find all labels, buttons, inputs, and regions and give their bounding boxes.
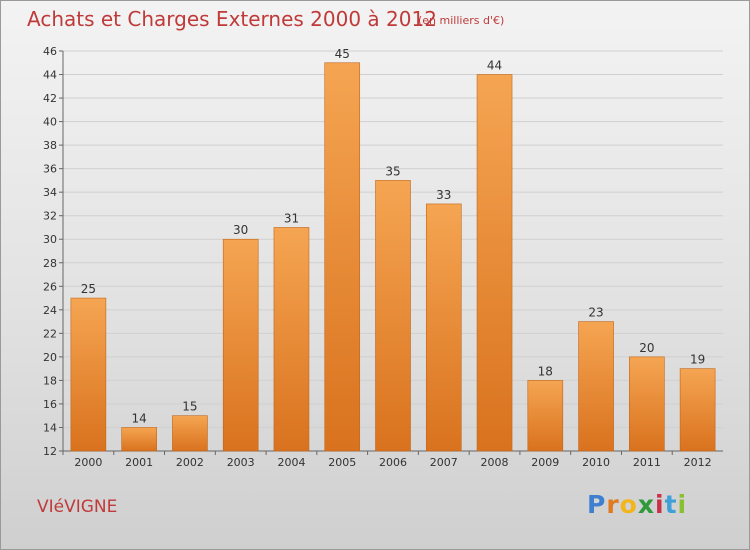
- x-tick-label-2012: 2012: [684, 456, 712, 469]
- chart-title: Achats et Charges Externes 2000 à 2012: [27, 7, 437, 31]
- y-tick-label: 38: [43, 139, 57, 152]
- brand-letter: i: [655, 490, 665, 519]
- data-label-2000: 25: [81, 282, 96, 296]
- y-tick-label: 20: [43, 351, 57, 364]
- y-tick-label: 14: [43, 421, 57, 434]
- bar-2009: [527, 380, 564, 452]
- y-tick-label: 26: [43, 280, 57, 293]
- data-label-2006: 35: [385, 164, 400, 178]
- x-tick-label-2000: 2000: [74, 456, 102, 469]
- bar-2012: [679, 368, 716, 452]
- bar-2011: [629, 356, 665, 452]
- bar-2001: [121, 427, 157, 452]
- x-tick-label-2001: 2001: [125, 456, 153, 469]
- y-tick-label: 32: [43, 210, 57, 223]
- bar-2002: [172, 415, 208, 452]
- data-labels: 25 14 15 30 31 45 35 33 44 18 23 20 19: [81, 47, 706, 426]
- x-tick-label-2008: 2008: [481, 456, 509, 469]
- data-label-2010: 23: [588, 306, 603, 320]
- data-label-2012: 19: [690, 353, 705, 367]
- commune-name: VIéVIGNE: [37, 497, 118, 517]
- x-tick-label-2004: 2004: [277, 456, 305, 469]
- x-tick-label-2005: 2005: [328, 456, 356, 469]
- bar-2010: [578, 321, 614, 452]
- y-tick-label: 40: [43, 116, 57, 129]
- y-tick-label: 30: [43, 233, 57, 246]
- bars: [70, 62, 716, 452]
- x-tick-label-2002: 2002: [176, 456, 204, 469]
- x-tick-label-2003: 2003: [227, 456, 255, 469]
- bar-2003: [222, 238, 259, 452]
- data-label-2008: 44: [487, 59, 502, 73]
- data-label-2002: 15: [182, 400, 197, 414]
- y-tick-label: 12: [43, 445, 57, 458]
- data-label-2007: 33: [436, 188, 451, 202]
- data-label-2011: 20: [639, 341, 654, 355]
- bar-2000: [70, 297, 107, 452]
- brand-letter: t: [664, 490, 678, 519]
- x-tick-label-2009: 2009: [531, 456, 559, 469]
- data-label-2004: 31: [284, 211, 299, 225]
- bar-2006: [375, 180, 411, 452]
- y-tick-label: 34: [43, 186, 57, 199]
- x-tick-label-2006: 2006: [379, 456, 407, 469]
- chart-subtitle: (en milliers d'€): [418, 14, 505, 27]
- x-tick-label-2011: 2011: [633, 456, 661, 469]
- y-tick-label: 18: [43, 374, 57, 387]
- brand-letter: x: [637, 490, 655, 519]
- y-tick-label: 16: [43, 398, 57, 411]
- x-tick-label-2007: 2007: [430, 456, 458, 469]
- brand-letter: i: [677, 490, 688, 519]
- y-tick-label: 36: [43, 163, 57, 176]
- y-tick-label: 22: [43, 327, 57, 340]
- proxiti-logo[interactable]: Proxiti: [587, 490, 687, 519]
- brand-letter: P: [587, 490, 607, 519]
- y-tick-label: 46: [43, 45, 57, 58]
- x-tick-label-2010: 2010: [582, 456, 610, 469]
- brand-letter: r: [606, 490, 620, 519]
- data-label-2009: 18: [538, 364, 553, 378]
- bar-2005: [324, 62, 361, 452]
- y-tick-label: 28: [43, 257, 57, 270]
- bar-2007: [425, 203, 462, 452]
- y-tick-label: 24: [43, 304, 57, 317]
- bar-2004: [273, 227, 310, 452]
- data-label-2005: 45: [335, 47, 350, 61]
- data-label-2003: 30: [233, 223, 248, 237]
- brand-letter: o: [619, 490, 638, 519]
- y-tick-label: 42: [43, 92, 57, 105]
- data-label-2001: 14: [132, 411, 147, 425]
- y-tick-label: 44: [43, 69, 57, 82]
- tick-labels: 12 14 16 18 20 22 24 26 28 30 32 34 36 38 40 42 44 46 2000…: [43, 45, 712, 469]
- bar-2008: [476, 74, 513, 452]
